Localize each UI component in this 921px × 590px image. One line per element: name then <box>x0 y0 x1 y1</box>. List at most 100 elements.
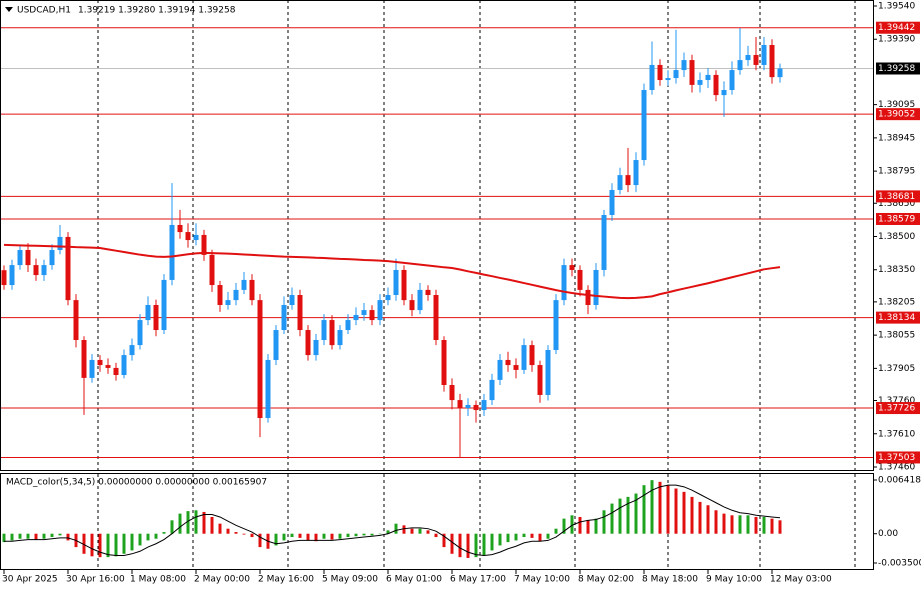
macd-bar <box>26 533 30 539</box>
candle-body <box>337 330 343 346</box>
macd-bar <box>18 533 22 539</box>
y-tick-label: 1.38205 <box>878 297 915 307</box>
y-tick-label: -0.0035000 <box>878 559 921 569</box>
candle-body <box>241 279 247 290</box>
macd-bar <box>674 488 678 534</box>
candle-body <box>209 254 215 286</box>
macd-bar <box>658 481 662 534</box>
macd-bar <box>770 518 774 534</box>
macd-bar <box>250 533 254 538</box>
macd-bar <box>482 533 486 556</box>
macd-bar <box>218 523 222 534</box>
x-tick-label: 9 May 10:00 <box>706 575 762 585</box>
x-tick-label: 1 May 08:00 <box>130 575 186 585</box>
macd-bar <box>90 533 94 557</box>
candle-body <box>305 330 311 356</box>
macd-bar <box>538 533 542 542</box>
macd-bar <box>738 515 742 534</box>
macd-bar <box>754 516 758 534</box>
candle-body <box>145 304 151 321</box>
macd-bar <box>762 516 766 534</box>
macd-bar <box>450 533 454 554</box>
symbol-menu-arrow[interactable] <box>5 7 13 12</box>
candle-body <box>425 289 431 296</box>
macd-bar <box>458 533 462 558</box>
candle-body <box>521 345 527 370</box>
day-separators <box>97 0 856 569</box>
candle-body <box>417 289 423 311</box>
macd-bar <box>82 533 86 554</box>
candle-body <box>129 345 135 356</box>
candle-body <box>777 68 783 78</box>
candle-body <box>193 234 199 241</box>
moving-average <box>3 243 781 300</box>
candle-body <box>385 295 391 301</box>
candle-body <box>449 384 455 401</box>
candle-body <box>265 359 271 419</box>
macd-bar <box>106 533 110 558</box>
candle-body <box>57 236 63 251</box>
candle-body <box>273 330 279 360</box>
y-tick-label: 1.39390 <box>878 35 915 45</box>
candle-body <box>553 300 559 350</box>
macd-bar <box>490 533 494 551</box>
candle-body <box>697 80 703 85</box>
candle-body <box>409 300 415 311</box>
y-tick-label: 1.38795 <box>878 167 915 177</box>
candle-body <box>161 279 167 331</box>
macd-title: MACD_color(5,34,5) 0.00000000 0.00000000… <box>6 478 267 488</box>
candle-body <box>649 64 655 90</box>
macd-bar <box>530 533 534 538</box>
candle-body <box>233 289 239 301</box>
candle-body <box>73 300 79 341</box>
macd-bar <box>274 533 278 546</box>
candle-body <box>33 265 39 276</box>
level-label: 1.37726 <box>878 404 915 414</box>
candle-body <box>593 269 599 305</box>
x-tick-label: 7 May 10:00 <box>514 575 570 585</box>
candle-body <box>89 359 95 378</box>
x-tick-label: 12 May 03:00 <box>770 575 832 585</box>
macd-bar <box>258 533 262 548</box>
candle-body <box>721 89 727 96</box>
candle-body <box>753 54 759 65</box>
candle-body <box>609 189 615 216</box>
candle-body <box>625 175 631 186</box>
candle-body <box>345 320 351 331</box>
level-label-box <box>876 212 920 225</box>
macd-bar <box>570 515 574 534</box>
candle-body <box>729 70 735 90</box>
candle-body <box>713 74 719 96</box>
x-tick-label: 8 May 18:00 <box>642 575 698 585</box>
y-tick-label: 1.37610 <box>878 429 915 439</box>
macd-bar <box>234 532 238 534</box>
candle-body <box>225 300 231 305</box>
macd-bar <box>186 511 190 534</box>
macd-bar <box>778 520 782 534</box>
candle-body <box>105 365 111 368</box>
candle-body <box>505 359 511 366</box>
macd-bar <box>546 533 550 539</box>
candle-body <box>689 60 695 85</box>
macd-bar <box>466 533 470 558</box>
macd-bar <box>706 505 710 534</box>
macd-bar <box>418 528 422 534</box>
candle-body <box>257 300 263 419</box>
macd-bar <box>306 533 310 541</box>
candle-body <box>465 404 471 409</box>
candle-body <box>393 269 399 296</box>
candle-body <box>481 400 487 411</box>
candle-body <box>25 250 31 266</box>
y-tick-label: 1.38650 <box>878 199 915 209</box>
macd-bar <box>210 516 214 534</box>
macd-bar <box>42 533 46 539</box>
candle-body <box>113 367 119 376</box>
macd-bar <box>722 513 726 534</box>
candle-body <box>369 310 375 321</box>
macd-bar <box>130 533 134 551</box>
candle-body <box>441 340 447 385</box>
